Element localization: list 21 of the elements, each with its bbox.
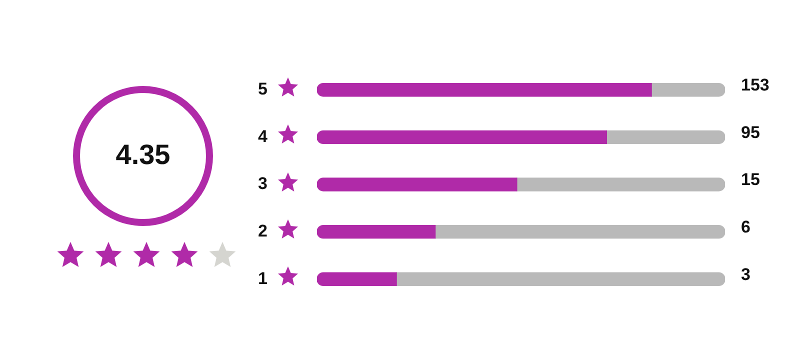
bar [516,178,725,192]
bar [317,224,436,239]
y-tick-label: 4 [258,126,268,146]
bar [317,83,652,97]
text: 153 [741,76,770,95]
bar [317,130,608,144]
text: 3 [741,264,750,284]
bar [317,178,518,192]
bar [434,224,725,239]
bar [396,272,725,286]
bar [606,130,725,144]
y-tick-label: 3 [258,174,268,194]
text: 6 [741,218,750,237]
bar [651,83,725,97]
bar [317,272,397,286]
y-tick-label: 5 [258,80,268,99]
text: 4.35 [114,139,172,170]
y-tick-label: 1 [258,268,268,288]
text: 15 [741,170,760,190]
y-tick-label: 2 [258,222,268,241]
text: 95 [741,122,760,142]
